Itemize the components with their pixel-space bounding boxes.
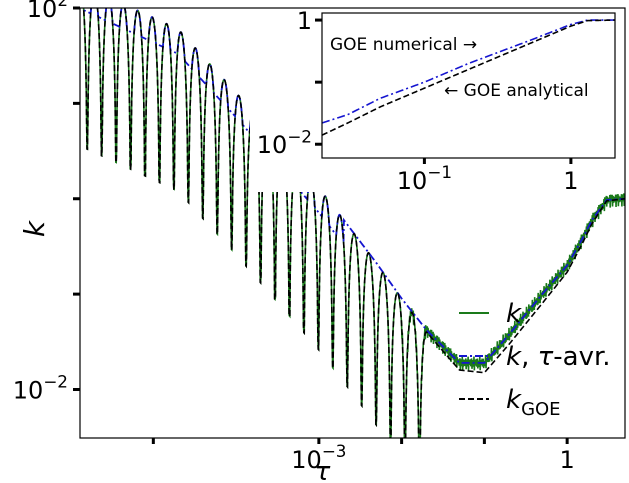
inset-x-tick-label: 1 bbox=[563, 167, 578, 195]
x-tick-label: 10−3 bbox=[291, 441, 346, 474]
inset-analytical-line bbox=[322, 19, 615, 136]
y-tick-label: 10−2 bbox=[13, 372, 68, 405]
inset-axes-frame bbox=[321, 12, 616, 159]
main-plot: 10−3 1 102 10−2 τ k k k, τ-avr. kGOE bbox=[13, 0, 626, 483]
x-tick-label: 1 bbox=[560, 446, 575, 474]
y-axis-label: k bbox=[18, 219, 51, 237]
legend-label: kGOE bbox=[506, 385, 561, 420]
main-series-group bbox=[82, 8, 625, 438]
annotation-goe-numerical: GOE numerical → bbox=[330, 35, 477, 55]
inset-numerical-line bbox=[322, 19, 615, 124]
inset-annotations: GOE numerical → ← GOE analytical bbox=[330, 35, 589, 101]
main-ticks: 10−3 1 102 10−2 bbox=[13, 0, 575, 474]
inset-y-tick-label: 10−2 bbox=[257, 126, 312, 159]
inset-series-group bbox=[322, 19, 615, 136]
inset-background bbox=[250, 11, 617, 192]
series-k-goe-line bbox=[82, 8, 625, 438]
annotation-goe-analytical: ← GOE analytical bbox=[444, 81, 589, 101]
inset-y-tick-label: 1 bbox=[297, 7, 312, 35]
x-axis-label: τ bbox=[315, 457, 331, 483]
inset-x-tick-label: 10−1 bbox=[397, 162, 452, 195]
legend-label: k bbox=[506, 299, 522, 329]
legend: k k, τ-avr. kGOE bbox=[459, 299, 611, 420]
y-tick-label: 102 bbox=[27, 0, 68, 23]
legend-label: k, τ-avr. bbox=[506, 342, 611, 372]
main-axes-frame bbox=[79, 7, 626, 439]
inset-plot: 10−1 1 1 10−2 GOE numerical → ← GOE analytic… bbox=[250, 7, 617, 195]
inset-ticks: 10−1 1 1 10−2 bbox=[257, 7, 579, 195]
